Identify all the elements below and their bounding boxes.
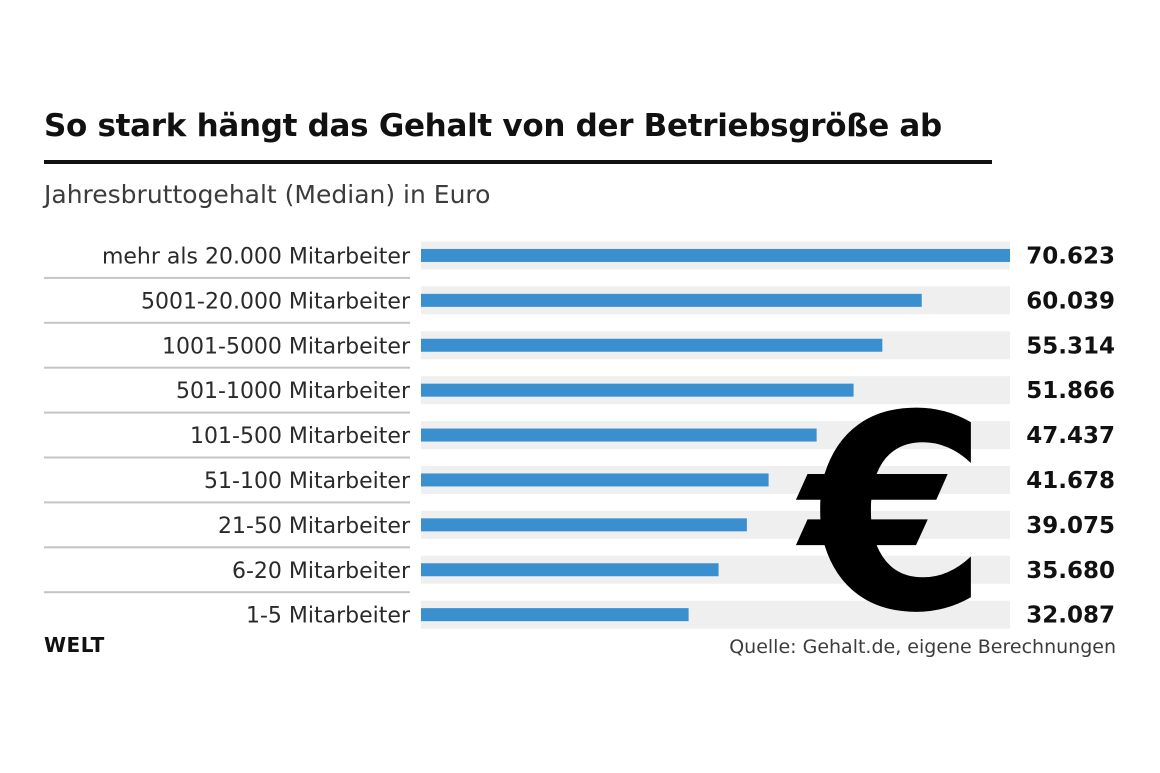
category-label: 21-50 Mitarbeiter <box>218 514 411 539</box>
chart-rows: mehr als 20.000 Mitarbeiter 70.623 5001-20… <box>44 241 1115 629</box>
row-divider <box>44 501 410 504</box>
value-label: 47.437 <box>1026 423 1115 449</box>
value-label: 60.039 <box>1026 288 1115 314</box>
value-label: 32.087 <box>1026 603 1115 629</box>
chart-title: So stark hängt das Gehalt von der Betrie… <box>44 108 942 144</box>
value-label: 41.678 <box>1026 468 1115 494</box>
bar <box>421 293 922 307</box>
bar <box>421 338 883 352</box>
bar <box>421 518 747 532</box>
row-divider <box>44 411 410 414</box>
row-divider <box>44 321 410 324</box>
category-label: 1001-5000 Mitarbeiter <box>162 334 411 359</box>
bar <box>421 563 719 577</box>
category-label: 101-500 Mitarbeiter <box>190 424 411 449</box>
bar <box>421 608 689 622</box>
value-label: 55.314 <box>1026 333 1115 359</box>
category-label: 501-1000 Mitarbeiter <box>176 379 411 404</box>
category-label: mehr als 20.000 Mitarbeiter <box>102 244 411 269</box>
row-divider <box>44 546 410 549</box>
bar <box>421 383 854 397</box>
category-label: 6-20 Mitarbeiter <box>232 559 411 584</box>
value-label: 70.623 <box>1026 243 1115 269</box>
value-label: 39.075 <box>1026 513 1115 539</box>
value-label: 51.866 <box>1026 378 1115 404</box>
row-divider <box>44 276 410 279</box>
bar <box>421 428 817 442</box>
brand-logo: WELT <box>44 633 105 657</box>
bar <box>421 248 1010 262</box>
category-label: 5001-20.000 Mitarbeiter <box>141 289 411 314</box>
value-label: 35.680 <box>1026 558 1115 584</box>
bar <box>421 473 769 487</box>
source-note: Quelle: Gehalt.de, eigene Berechnungen <box>729 636 1116 658</box>
row-divider <box>44 456 410 459</box>
row-divider <box>44 591 410 594</box>
euro-sign-icon: € <box>793 357 989 672</box>
chart-subtitle: Jahresbruttogehalt (Median) in Euro <box>44 180 491 209</box>
category-label: 1-5 Mitarbeiter <box>246 604 411 629</box>
title-underline <box>44 160 992 164</box>
category-label: 51-100 Mitarbeiter <box>204 469 411 494</box>
row-divider <box>44 366 410 369</box>
